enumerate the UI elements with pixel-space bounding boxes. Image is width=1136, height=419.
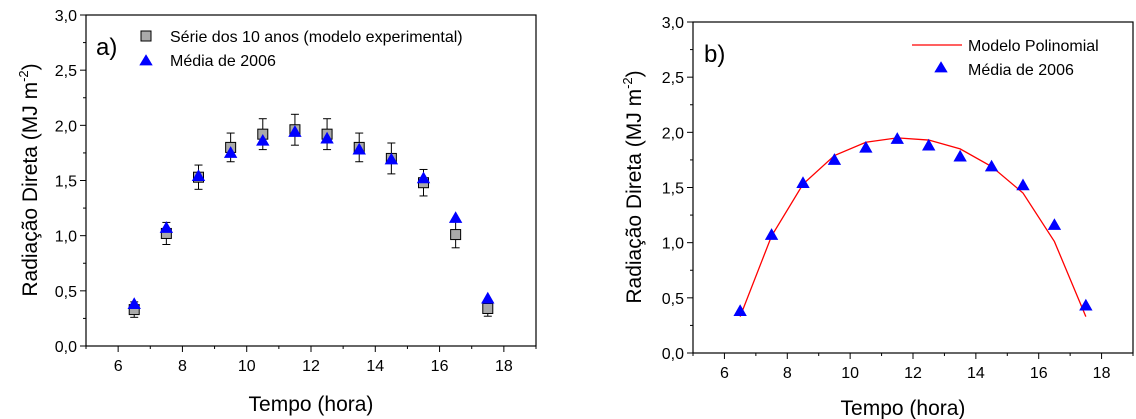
chart-a-triangle-point (448, 211, 463, 223)
chart-a-legend-label-1: Média de 2006 (170, 53, 276, 70)
chart-a-triangle-point (384, 152, 399, 165)
chart-b-ticks: 6 8 10 12 14 16 18 0,0 0,5 1,0 1,5 2,0 2,5 3,0 (662, 15, 1134, 382)
chart-a-legend: Série dos 10 anos (modelo experimental) … (139, 29, 463, 70)
chart-a-y-axis-label-main: Radiação Direta (MJ m (19, 82, 42, 297)
chart-b: 6 8 10 12 14 16 18 0,0 0,5 1,0 1,5 2,0 2,5 3,0 b) Mod… (620, 15, 1134, 419)
chart-a-triangle-point (416, 171, 431, 184)
chart-b-triangle-point (953, 149, 967, 162)
chart-b-y-tick-label: 3,0 (662, 15, 684, 32)
chart-a-legend-label-0: Série dos 10 anos (modelo experimental) (170, 29, 463, 46)
chart-a-series-experimental (128, 124, 494, 316)
chart-b-series-media-2006 (733, 132, 1093, 316)
chart-a-panel-label: a) (96, 34, 117, 61)
chart-b-x-tick-label: 6 (720, 365, 729, 382)
chart-b-y-tick-label: 2,0 (662, 125, 684, 142)
chart-b-legend: Modelo Polinomial Média de 2006 (912, 38, 1099, 79)
chart-b-series-modelo-polinomial (739, 137, 1087, 317)
chart-a-x-tick-label: 14 (366, 358, 384, 375)
chart-b-triangle-point (984, 159, 999, 172)
chart-a-series-media-2006 (127, 125, 495, 309)
chart-a-plot-frame (85, 14, 537, 347)
chart-a-y-tick-label: 0,5 (55, 284, 77, 301)
chart-a-y-tick-label: 1,0 (55, 229, 77, 246)
chart-b-y-tick-label: 1,0 (662, 236, 684, 253)
chart-a-y-axis-label-sup: -2 (16, 70, 31, 82)
chart-a-ticks: 6 8 10 12 14 16 18 0,0 0,5 1,0 1,5 2,0 2,5 3,0 (55, 8, 537, 375)
chart-b-panel-label: b) (704, 41, 725, 68)
chart-b-triangle-point (922, 138, 936, 151)
chart-a-legend-triangle-marker (139, 54, 153, 66)
chart-a-x-tick-label: 10 (238, 358, 256, 375)
chart-a-legend-square-marker (140, 30, 152, 42)
chart-b-triangle-point (1047, 218, 1062, 230)
chart-b-x-tick-label: 12 (904, 365, 922, 382)
chart-b-legend-label-0: Modelo Polinomial (968, 38, 1099, 55)
chart-a-x-tick-label: 12 (302, 358, 320, 375)
chart-a-triangle-point (159, 221, 174, 233)
chart-a-square-point (482, 302, 494, 314)
chart-a-y-tick-label: 2,0 (55, 118, 77, 135)
chart-a-triangle-point (127, 297, 141, 309)
chart-a-x-axis-label: Tempo (hora) (249, 393, 374, 416)
chart-a-square-point (450, 229, 462, 241)
chart-a-triangle-point (481, 291, 495, 304)
chart-b-y-tick-label: 0,0 (662, 346, 684, 363)
chart-b-triangle-point (1016, 178, 1030, 191)
chart-b-y-axis-label-sup: -2 (620, 77, 635, 89)
chart-b-triangle-point (733, 304, 747, 316)
chart-a-y-tick-label: 3,0 (55, 8, 77, 25)
chart-a-triangle-point (288, 125, 302, 137)
chart-b-triangle-point (1079, 298, 1093, 311)
chart-b-polynomial-line (739, 137, 1087, 317)
chart-a-triangle-point (352, 142, 366, 155)
chart-b-triangle-point (890, 132, 904, 144)
chart-a-triangle-point (320, 131, 334, 144)
chart-b-y-axis-label-close: ) (623, 70, 646, 77)
chart-b-triangle-point (796, 176, 810, 188)
chart-b-y-axis-label-main: Radiação Direta (MJ m (623, 89, 646, 304)
chart-b-y-tick-label: 1,5 (662, 181, 684, 198)
chart-a-y-tick-label: 2,5 (55, 63, 77, 80)
chart-b-x-tick-label: 10 (841, 365, 859, 382)
chart-a: 6 8 10 12 14 16 18 0,0 0,5 1,0 1,5 2,0 2,5 3,0 a) Sér… (16, 8, 537, 416)
chart-a-x-tick-label: 16 (431, 358, 449, 375)
chart-a-y-tick-label: 0,0 (55, 339, 77, 356)
chart-b-triangle-point (827, 153, 842, 165)
chart-b-x-tick-label: 16 (1030, 365, 1048, 382)
chart-b-y-tick-label: 0,5 (662, 291, 684, 308)
chart-a-triangle-point (256, 133, 270, 146)
chart-a-triangle-point (223, 146, 238, 158)
chart-a-y-axis-label: Radiação Direta (MJ m-2) (16, 63, 42, 296)
chart-b-x-tick-label: 18 (1093, 365, 1111, 382)
chart-b-x-axis-label: Tempo (hora) (841, 397, 966, 419)
chart-b-x-tick-label: 8 (783, 365, 792, 382)
chart-a-error-bars (130, 113, 492, 318)
chart-a-x-tick-label: 6 (114, 358, 123, 375)
chart-a-x-tick-label: 8 (178, 358, 187, 375)
chart-b-triangle-point (764, 228, 779, 240)
chart-b-triangle-point (859, 140, 873, 153)
chart-a-triangle-point (191, 169, 206, 181)
chart-a-x-tick-label: 18 (495, 358, 513, 375)
chart-a-y-tick-label: 1,5 (55, 174, 77, 191)
chart-b-y-tick-label: 2,5 (662, 70, 684, 87)
chart-b-legend-label-1: Média de 2006 (968, 62, 1074, 79)
chart-b-legend-triangle-marker (934, 61, 948, 73)
chart-a-y-axis-label-close: ) (19, 63, 42, 70)
chart-b-y-axis-label: Radiação Direta (MJ m-2) (620, 70, 646, 303)
chart-b-x-tick-label: 14 (967, 365, 985, 382)
